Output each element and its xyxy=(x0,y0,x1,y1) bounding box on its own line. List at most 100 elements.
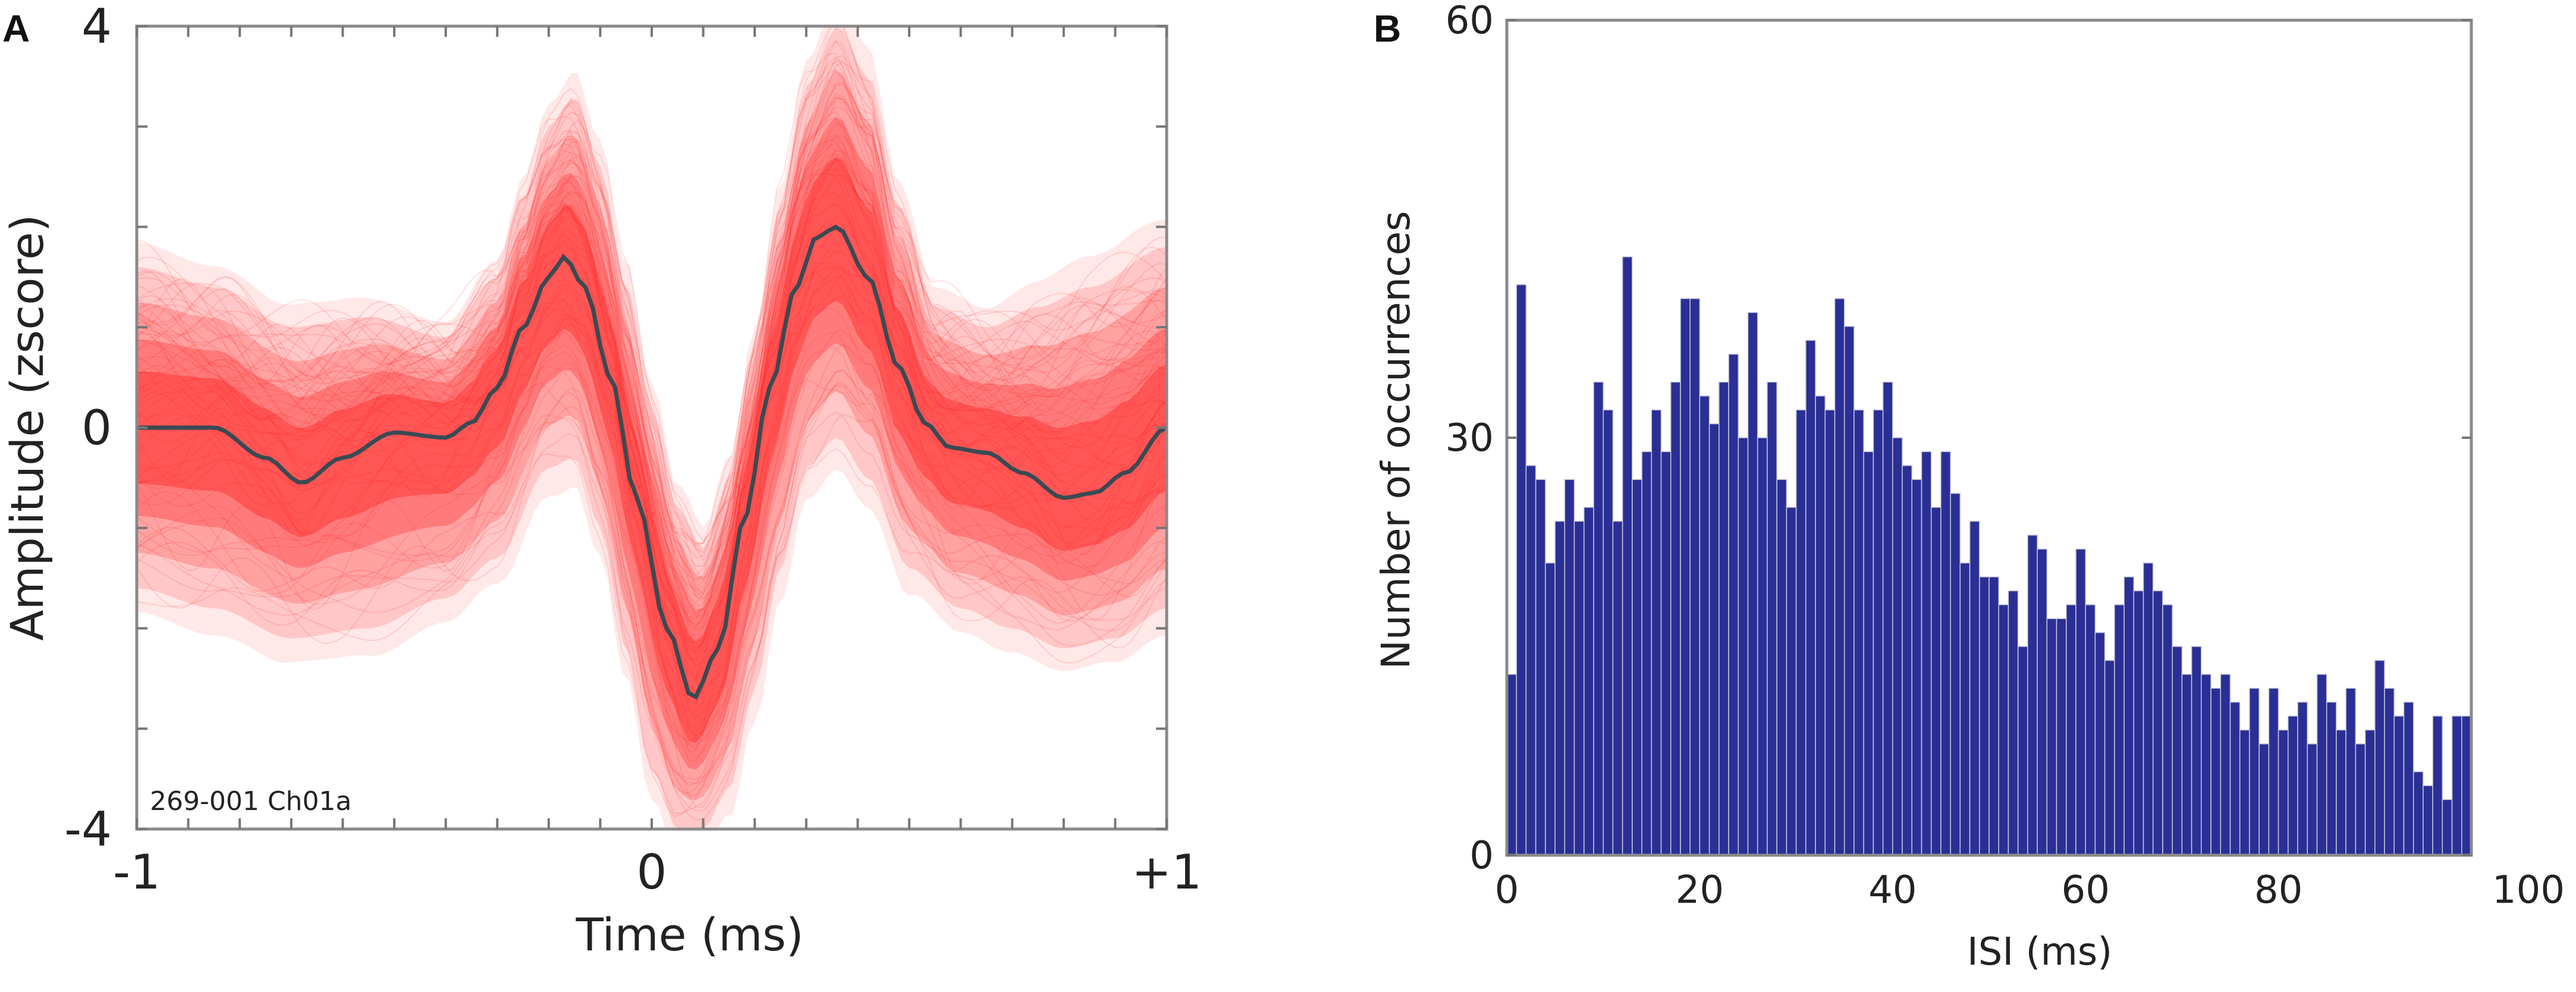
spike-trace xyxy=(137,384,1167,746)
isi-bar xyxy=(1873,409,1884,856)
panel-a-ticks xyxy=(136,25,1168,830)
isi-bar xyxy=(2066,604,2076,856)
trace-density-layer-1 xyxy=(137,26,1167,829)
spike-trace xyxy=(137,362,1167,821)
spike-trace xyxy=(137,275,1167,713)
panel-a: A 4 0 -4 -1 0 +1 Time (ms) Amplitude (zs… xyxy=(1,0,1202,961)
isi-bar xyxy=(2133,590,2144,856)
isi-bar xyxy=(1767,381,1777,856)
isi-bar xyxy=(1632,479,1642,856)
spike-trace xyxy=(137,168,1167,643)
y-tick-label-4: 4 xyxy=(81,0,112,54)
spike-trace xyxy=(137,68,1167,567)
spike-trace xyxy=(137,153,1167,651)
trace-density-layer-2 xyxy=(137,70,1167,800)
isi-bar xyxy=(1525,465,1537,856)
unit-annotation: 269-001 Ch01a xyxy=(150,786,351,817)
isi-bar xyxy=(1988,576,1999,856)
y-axis-title: Amplitude (zscore) xyxy=(1,214,54,641)
isi-bar xyxy=(2316,674,2327,856)
spike-trace xyxy=(137,69,1167,596)
isi-bar xyxy=(2393,715,2405,856)
spike-trace xyxy=(137,59,1167,604)
spike-trace xyxy=(137,142,1167,576)
isi-bar xyxy=(1805,340,1816,856)
isi-bar xyxy=(2451,715,2462,856)
spike-trace xyxy=(137,381,1167,780)
isi-bar xyxy=(1612,520,1623,856)
x-tick-label-0: 0 xyxy=(637,845,667,900)
isi-bar xyxy=(1776,479,1788,856)
x-tick-label-minus-1: -1 xyxy=(113,845,161,900)
isi-bar xyxy=(1719,381,1729,856)
isi-bar xyxy=(1843,326,1855,856)
spike-trace xyxy=(137,134,1167,627)
isi-bar xyxy=(1747,312,1758,856)
isi-bar xyxy=(2114,604,2125,856)
isi-bar xyxy=(2258,743,2270,856)
isi-bar xyxy=(2075,548,2086,856)
isi-bar xyxy=(2364,729,2376,856)
spike-trace xyxy=(137,106,1167,611)
x-axis-title: Time (ms) xyxy=(575,908,803,961)
y-tick-label-30: 30 xyxy=(1446,416,1494,460)
isi-bar xyxy=(2336,729,2346,856)
isi-bar xyxy=(1950,492,1961,856)
isi-bar xyxy=(1930,507,1942,856)
isi-bar xyxy=(2201,674,2211,856)
isi-bar xyxy=(1921,451,1932,856)
isi-bar xyxy=(2412,771,2424,856)
isi-bar xyxy=(1815,395,1826,856)
spike-trace xyxy=(137,332,1167,797)
isi-bar xyxy=(1689,298,1701,856)
spike-trace xyxy=(137,161,1167,654)
isi-bar xyxy=(2008,590,2019,856)
isi-bar xyxy=(2432,715,2443,856)
isi-bar xyxy=(1680,298,1691,856)
spike-trace xyxy=(137,385,1167,812)
isi-bar xyxy=(2229,701,2241,856)
isi-bar xyxy=(2017,646,2028,856)
isi-bar xyxy=(1708,423,1720,856)
isi-bar xyxy=(2104,660,2115,856)
panel-b-label: B xyxy=(1374,7,1401,50)
isi-bar xyxy=(2094,632,2106,856)
spike-trace xyxy=(137,93,1167,642)
spike-trace xyxy=(137,56,1167,580)
isi-bar xyxy=(1969,520,1980,856)
spike-trace xyxy=(137,174,1167,630)
x-tick-label-100: 100 xyxy=(2492,868,2565,912)
isi-bar xyxy=(2220,674,2231,856)
panel-b: B 60 30 0 0 20 40 60 80 100 ISI (ms) Num… xyxy=(1373,0,2565,974)
isi-bar xyxy=(2046,618,2057,856)
y-tick-label-0: 0 xyxy=(81,400,112,456)
spike-trace xyxy=(137,61,1167,617)
panel-a-label: A xyxy=(2,7,30,50)
isi-bar xyxy=(1670,381,1681,856)
isi-bar xyxy=(2268,688,2279,856)
isi-bar xyxy=(2297,701,2308,856)
isi-bar xyxy=(1516,284,1527,856)
spike-trace xyxy=(137,139,1167,648)
spike-trace xyxy=(137,101,1167,590)
spike-trace xyxy=(137,98,1167,601)
isi-bar xyxy=(1786,507,1797,856)
isi-bar xyxy=(1854,409,1864,856)
spike-trace xyxy=(137,158,1167,667)
spike-trace xyxy=(137,202,1167,750)
spike-trace xyxy=(137,204,1167,652)
isi-bar xyxy=(2403,701,2414,856)
isi-bar xyxy=(1824,409,1836,856)
isi-bar xyxy=(1757,437,1768,856)
spike-trace xyxy=(137,172,1167,693)
isi-bar xyxy=(1573,520,1585,856)
spike-trace xyxy=(137,347,1167,787)
isi-bar xyxy=(1584,507,1594,856)
spike-trace xyxy=(137,61,1167,547)
isi-bar xyxy=(2027,535,2038,856)
isi-bar xyxy=(1834,298,1845,856)
spike-trace xyxy=(137,378,1167,808)
trace-density-layer-3 xyxy=(137,117,1167,770)
isi-bar xyxy=(2037,548,2048,856)
isi-bar xyxy=(2249,688,2260,856)
